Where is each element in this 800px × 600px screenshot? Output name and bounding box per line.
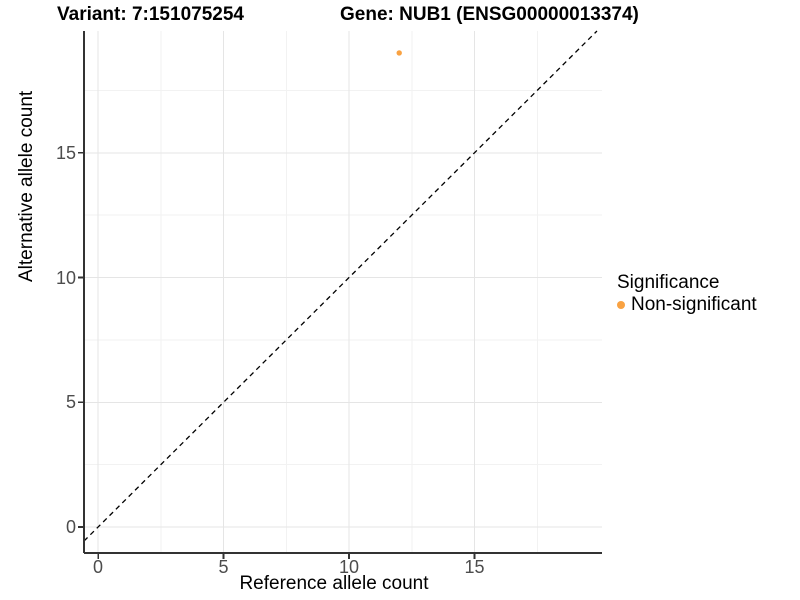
plot-title-gene: Gene: NUB1 (ENSG00000013374) — [340, 4, 639, 25]
legend-point-icon — [617, 301, 625, 309]
y-tick-label: 5 — [65, 392, 76, 413]
y-tick-label: 0 — [65, 517, 76, 538]
x-tick-label: 5 — [218, 557, 229, 577]
y-tick-label: 15 — [55, 142, 76, 163]
data-point — [396, 50, 402, 56]
x-axis-title: Reference allele count — [239, 573, 429, 594]
x-tick-label: 0 — [93, 557, 104, 577]
y-tick-label: 10 — [55, 267, 76, 288]
legend-item-label: Non-significant — [631, 294, 757, 315]
plot-panel — [78, 30, 602, 559]
legend-item-non-significant: Non-significant — [617, 294, 757, 316]
x-tick-label: 10 — [339, 557, 360, 577]
legend: Significance Non-significant — [617, 272, 757, 316]
identity-dashed-line — [83, 30, 598, 542]
scatter-plot-canvas — [78, 30, 602, 559]
x-tick-label: 15 — [464, 557, 485, 577]
legend-title: Significance — [617, 272, 720, 293]
plot-title-variant: Variant: 7:151075254 — [57, 4, 244, 25]
